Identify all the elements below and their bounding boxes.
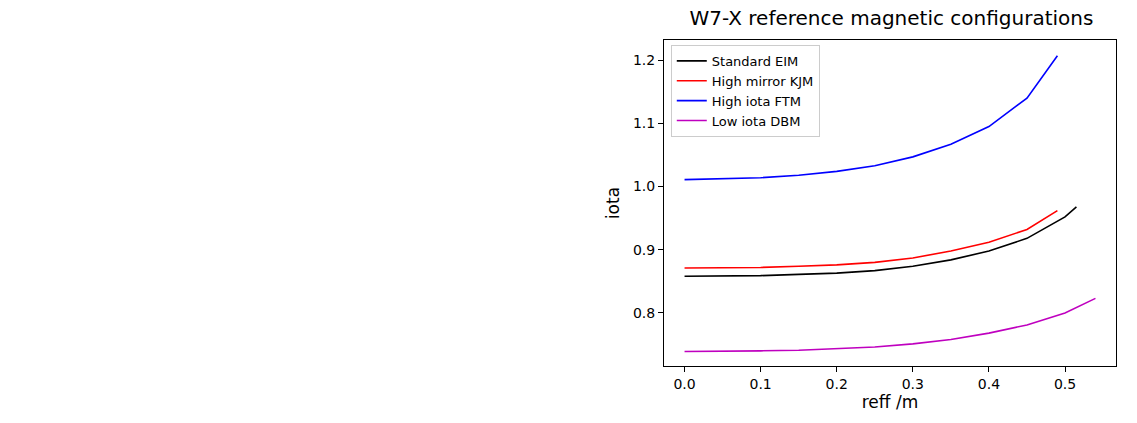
svg-text:1.2: 1.2 [633, 52, 655, 68]
svg-text:0.4: 0.4 [978, 376, 1000, 392]
svg-text:0.1: 0.1 [750, 376, 772, 392]
svg-text:reff /m: reff /m [862, 392, 918, 412]
svg-text:W7-X reference magnetic config: W7-X reference magnetic configurations [690, 6, 1094, 30]
svg-text:High iota FTM: High iota FTM [712, 94, 801, 109]
svg-text:0.9: 0.9 [633, 242, 655, 258]
svg-text:High mirror KJM: High mirror KJM [712, 74, 813, 89]
svg-text:Standard EIM: Standard EIM [712, 54, 799, 69]
svg-text:1.0: 1.0 [633, 178, 655, 194]
svg-text:0.8: 0.8 [633, 305, 655, 321]
svg-text:0.0: 0.0 [673, 376, 695, 392]
svg-text:Low iota DBM: Low iota DBM [712, 114, 801, 129]
svg-text:0.5: 0.5 [1054, 376, 1076, 392]
svg-text:0.2: 0.2 [826, 376, 848, 392]
svg-text:0.3: 0.3 [902, 376, 924, 392]
svg-text:iota: iota [603, 187, 623, 219]
svg-text:1.1: 1.1 [633, 115, 655, 131]
